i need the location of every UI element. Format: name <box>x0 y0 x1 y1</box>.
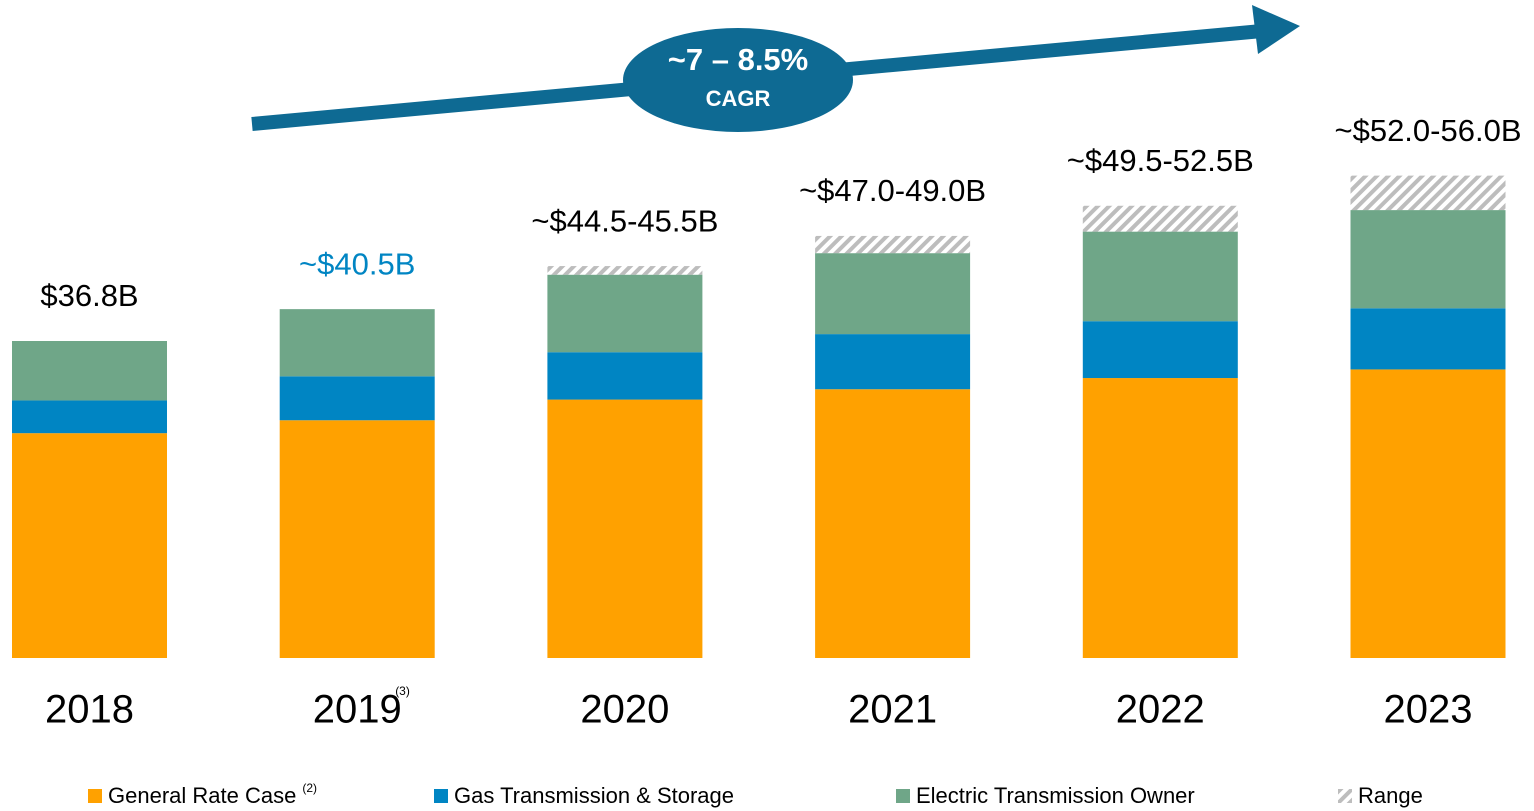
bar-segment <box>815 389 971 658</box>
bar-segment <box>815 253 971 335</box>
legend-swatch <box>896 789 910 803</box>
bar-segment <box>1350 369 1506 658</box>
x-tick-label: 2022 <box>1116 688 1205 732</box>
bar-segment <box>1082 321 1238 379</box>
bar-segment <box>815 334 971 390</box>
bar-segment <box>1350 175 1506 211</box>
legend-footnote: (2) <box>302 781 317 795</box>
bar-segment <box>1350 210 1506 309</box>
bar-segment <box>815 235 971 254</box>
x-tick-label: 2019 <box>313 688 402 732</box>
category-footnote: (3) <box>395 684 410 698</box>
bar-segment <box>279 309 435 377</box>
total-label: ~$44.5-45.5B <box>531 203 718 238</box>
bar-segment <box>1082 231 1238 322</box>
legend-label: Electric Transmission Owner <box>916 783 1195 808</box>
bar-segment <box>547 399 703 658</box>
total-label: ~$40.5B <box>299 246 415 281</box>
bar-segment <box>547 266 703 275</box>
cagr-arrow: ~7 – 8.5% CAGR <box>251 5 1300 132</box>
total-label: $36.8B <box>40 278 138 313</box>
total-label: ~$52.0-56.0B <box>1334 113 1521 148</box>
bar-segment <box>12 433 167 658</box>
legend-swatch <box>88 789 102 803</box>
x-tick-label: 2021 <box>848 688 937 732</box>
legend-swatch <box>434 789 448 803</box>
cagr-bubble <box>623 28 853 132</box>
x-tick-label: 2023 <box>1384 688 1473 732</box>
bar-segment <box>547 274 703 353</box>
legend-label: Range <box>1358 783 1423 808</box>
x-tick-label: 2020 <box>580 688 669 732</box>
bar-segment <box>1082 205 1238 232</box>
bar-segment <box>1082 378 1238 658</box>
bar-segment <box>279 420 435 658</box>
bar-segment <box>12 341 167 401</box>
bar-segment <box>547 352 703 400</box>
x-tick-label: 2018 <box>45 688 134 732</box>
bar-segment <box>1350 308 1506 370</box>
bar-segment <box>12 400 167 434</box>
arrow-head <box>1252 5 1300 54</box>
cagr-label: CAGR <box>706 86 771 111</box>
legend-label: Gas Transmission & Storage <box>454 783 734 808</box>
legend-swatch <box>1338 789 1352 803</box>
total-label: ~$49.5-52.5B <box>1067 143 1254 178</box>
cagr-value: ~7 – 8.5% <box>668 42 808 77</box>
bar-segment <box>279 376 435 421</box>
legend-label: General Rate Case <box>108 783 296 808</box>
total-label: ~$47.0-49.0B <box>799 173 986 208</box>
